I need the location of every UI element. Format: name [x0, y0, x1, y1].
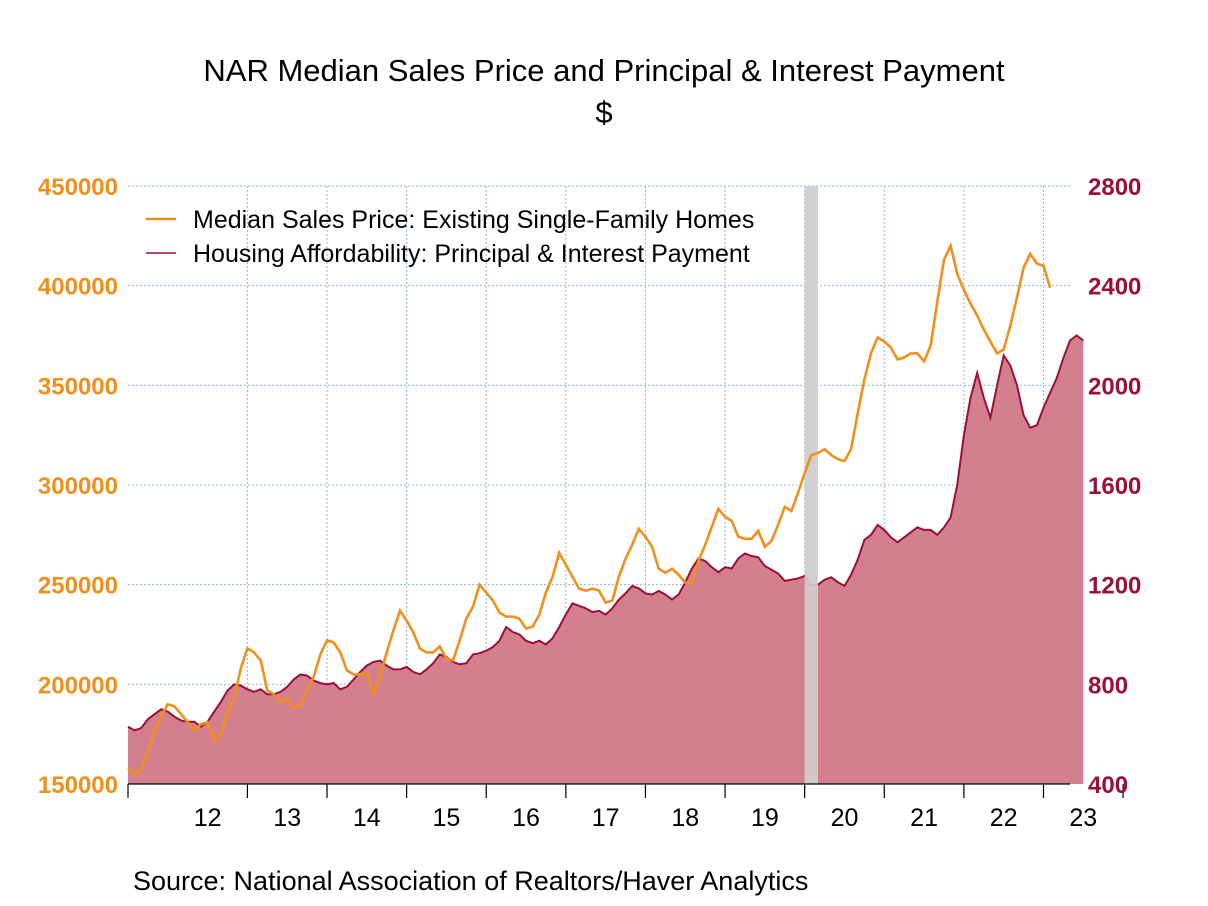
- y-left-tick-label: 400000: [38, 274, 118, 301]
- x-tick-label: 17: [592, 804, 620, 832]
- y-right-tick-label: 400: [1088, 772, 1128, 799]
- x-tick-label: 21: [910, 804, 938, 832]
- x-tick-label: 13: [273, 804, 301, 832]
- recession-band-overlay: [804, 186, 818, 784]
- y-right-tick-label: 2800: [1088, 174, 1141, 201]
- chart-title: NAR Median Sales Price and Principal & I…: [203, 53, 1005, 88]
- legend-payment-label: Housing Affordability: Principal & Inter…: [193, 240, 750, 268]
- x-tick-label: 23: [1069, 804, 1097, 832]
- y-right-tick-label: 2000: [1088, 373, 1141, 400]
- y-right-tick-label: 2400: [1088, 274, 1141, 301]
- x-tick-label: 19: [751, 804, 779, 832]
- x-tick-label: 12: [194, 804, 222, 832]
- x-tick-label: 22: [990, 804, 1018, 832]
- y-right-tick-label: 800: [1088, 672, 1128, 699]
- source-note: Source: National Association of Realtors…: [133, 866, 809, 896]
- series-payment-line: [127, 334, 1084, 732]
- y-left-tick-label: 150000: [38, 772, 118, 799]
- x-tick-label: 18: [671, 804, 699, 832]
- y-right-tick-label: 1200: [1088, 573, 1141, 600]
- series-price-line: [127, 241, 1052, 776]
- legend-price-label: Median Sales Price: Existing Single-Fami…: [193, 206, 754, 234]
- y-left-tick-label: 450000: [38, 174, 118, 201]
- y-right-tick-label: 1600: [1088, 473, 1141, 500]
- series-payment-area: [128, 335, 1084, 784]
- chart-subtitle: $: [595, 95, 613, 130]
- y-left-tick-label: 200000: [38, 672, 118, 699]
- x-tick-label: 14: [353, 804, 381, 832]
- y-left-tick-label: 300000: [38, 473, 118, 500]
- x-tick-label: 15: [433, 804, 461, 832]
- y-left-tick-label: 250000: [38, 573, 118, 600]
- x-tick-label: 20: [831, 804, 859, 832]
- x-tick-label: 16: [512, 804, 540, 832]
- y-left-tick-label: 350000: [38, 373, 118, 400]
